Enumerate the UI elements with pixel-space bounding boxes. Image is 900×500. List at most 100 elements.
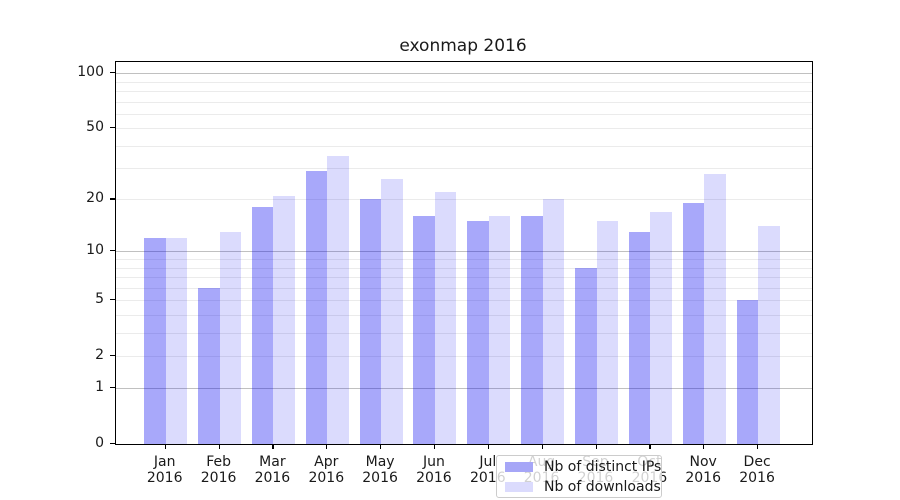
gridline-minor [116,259,812,260]
bar-ips-oct [628,232,651,444]
y-tick-label: 20 [86,190,104,207]
plot-area: Nb of distinct IPs Nb of downloads [115,61,813,498]
gridline-minor [116,332,812,334]
bar-downloads-oct [650,211,672,444]
gridline-minor [116,355,812,357]
bar-ips-apr [305,170,328,444]
bar-downloads-apr [327,156,349,444]
bar-ips-dec [736,300,759,444]
x-tick-year: 2016 [739,470,775,486]
y-tick-mark [110,354,115,356]
bar-ips-nov [682,203,705,444]
bar-ips-aug [521,216,543,444]
x-tick-year: 2016 [200,470,237,486]
bar-downloads-mar [273,195,295,444]
x-tick-mark [757,444,759,449]
x-tick-mark [326,444,328,449]
x-tick-month: Jul [479,454,497,470]
bar-ips-jan [144,237,166,444]
gridline-major [116,388,812,390]
bar-downloads-jul [488,216,511,444]
x-tick-month: Apr [314,454,339,470]
x-tick-month: Feb [206,454,231,470]
x-tick-label-may: May 2016 [348,454,412,486]
y-tick-mark [110,72,115,74]
gridline-minor [116,145,812,147]
x-tick-label-dec: Dec 2016 [725,454,789,486]
x-tick-mark [487,444,489,449]
gridline-minor [116,314,812,316]
x-tick-mark [380,444,382,449]
bar-ips-may [359,199,382,444]
y-tick-mark [110,198,115,200]
y-tick-label: 5 [95,291,104,307]
y-tick-label: 1 [95,379,104,396]
gridline-minor [116,276,812,278]
y-tick-mark [110,443,115,445]
x-tick-mark [595,444,597,449]
legend-swatch-distinct-ips [505,461,533,472]
gridline-minor [116,90,812,92]
gridline-minor [116,81,812,83]
x-tick-mark [703,444,705,449]
x-tick-mark [164,444,166,449]
bar-downloads-sep [596,221,618,444]
legend-label: Nb of downloads [544,478,661,495]
gridline-major [116,251,812,253]
x-tick-month: Jun [422,454,445,470]
bar-downloads-nov [704,173,726,444]
gridline-minor [116,287,812,289]
x-tick-label-jan: Jan 2016 [133,454,197,486]
legend-item-downloads: Nb of downloads [505,479,661,495]
x-tick-year: 2016 [308,470,345,486]
x-tick-mark [541,444,543,449]
bar-ips-mar [251,207,274,444]
gridline-minor [116,267,812,269]
gridline-major [116,73,812,75]
bar-ips-jun [413,216,435,444]
legend-label: Nb of distinct IPs [544,458,662,475]
x-tick-year: 2016 [416,470,452,486]
x-tick-label-apr: Apr 2016 [294,454,358,486]
legend: Nb of distinct IPs Nb of downloads [496,455,662,498]
x-tick-year: 2016 [685,470,721,486]
bar-downloads-jun [434,192,457,444]
y-tick-label: 2 [95,346,104,363]
bar-ips-feb [198,287,220,444]
y-tick-mark [110,250,115,252]
y-tick-mark [110,387,115,389]
x-tick-label-feb: Feb 2016 [187,454,251,486]
y-tick-label: 50 [86,119,104,136]
y-tick-mark [110,127,115,129]
bar-downloads-dec [758,226,780,444]
gridline-minor [116,168,812,170]
x-tick-year: 2016 [254,470,291,486]
x-tick-month: Dec [743,454,771,470]
x-tick-label-mar: Mar 2016 [240,454,304,486]
x-tick-month: Nov [689,454,717,470]
bar-ips-sep [575,267,597,444]
bar-downloads-jan [165,237,188,444]
gridline-minor [116,128,812,130]
bar-downloads-feb [219,232,242,444]
gridline-minor [116,300,812,301]
y-tick-mark [110,299,115,301]
bar-downloads-aug [542,199,565,444]
x-tick-mark [433,444,436,449]
y-tick-label: 100 [77,64,104,81]
legend-item-distinct-ips: Nb of distinct IPs [505,459,661,475]
x-tick-mark [272,444,274,449]
y-tick-label: 0 [95,435,104,451]
x-tick-label-jun: Jun 2016 [402,454,466,486]
x-tick-month: Mar [259,454,286,470]
chart-title: exonmap 2016 [399,36,527,56]
gridline-minor [116,101,812,103]
bar-downloads-may [381,179,403,444]
x-tick-mark [649,444,651,449]
gridline-minor [116,199,812,201]
x-tick-year: 2016 [146,470,183,486]
x-tick-month: May [365,454,395,470]
x-tick-month: Jan [153,454,176,470]
x-tick-year: 2016 [362,470,398,486]
